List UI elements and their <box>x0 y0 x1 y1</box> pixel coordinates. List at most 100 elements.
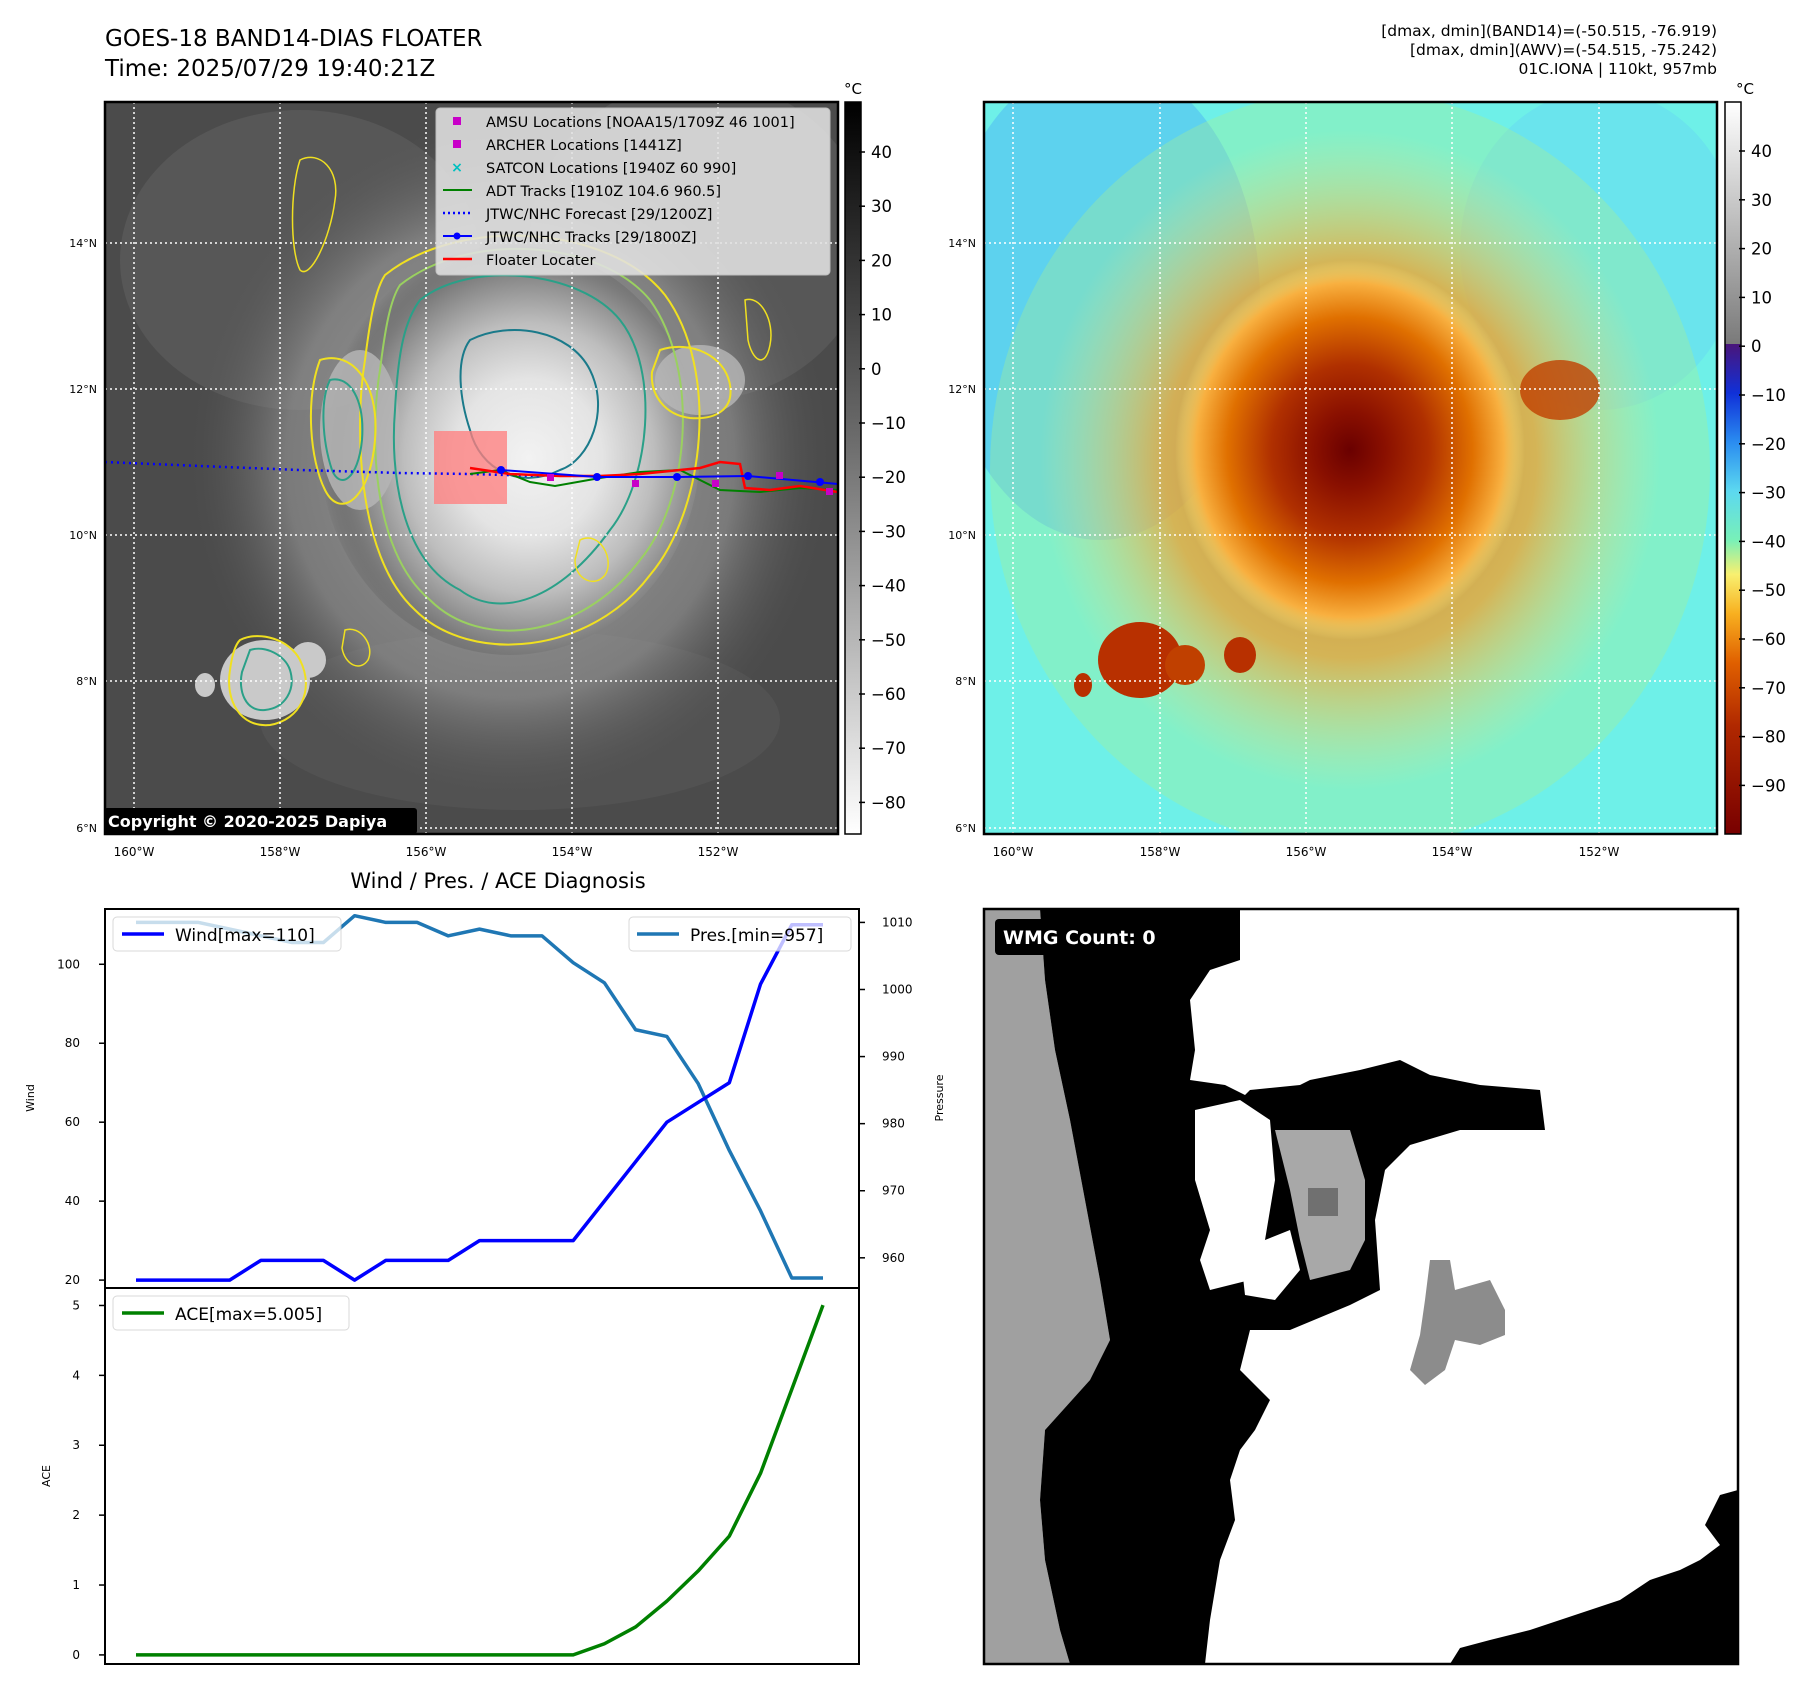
amsu-marker <box>547 474 554 481</box>
ace-tick-label: 0 <box>72 1648 80 1662</box>
color-map-lon-labels: 160°W 158°W 156°W 154°W 152°W <box>993 845 1620 859</box>
wind-pressure-panel: Wind / Pres. / ACE Diagnosis 20 40 60 80 100… <box>24 869 946 1289</box>
ace-tick-label: 2 <box>72 1508 80 1522</box>
colorbar-tick-label: −10 <box>871 414 906 433</box>
pressure-tick-label: 960 <box>882 1251 905 1265</box>
colorbar-tick-label: 40 <box>871 143 892 162</box>
colorbar-tick-label: 10 <box>1751 288 1772 307</box>
colorbar-tick-label: 20 <box>1751 240 1772 259</box>
wind-tick-label: 80 <box>65 1036 80 1050</box>
wmg-label-box <box>995 919 1175 955</box>
pressure-tick-label: 1010 <box>882 915 913 929</box>
legend-tracks-label: JTWC/NHC Tracks [29/1800Z] <box>485 230 697 246</box>
colorbar-tick-label: −40 <box>1751 532 1786 551</box>
wmg-count-label: WMG Count: 0 <box>1003 927 1156 949</box>
colorbar-tick-label: −90 <box>1751 776 1786 795</box>
pressure-legend-label: Pres.[min=957] <box>690 926 823 946</box>
southwest-cloud-cluster <box>220 640 310 720</box>
colorbar-tick-label: −30 <box>1751 484 1786 503</box>
colorbar-tick-label: 10 <box>871 306 892 325</box>
lon-label: 158°W <box>260 845 301 859</box>
ace-legend: ACE[max=5.005] <box>112 1295 350 1331</box>
ace-tick-label: 3 <box>72 1438 80 1452</box>
lat-label: 8°N <box>955 675 976 688</box>
color-colorbar-frame <box>1724 101 1742 835</box>
wind-tick-label: 40 <box>65 1194 80 1208</box>
color-map-lat-labels: 14°N 12°N 10°N 8°N 6°N <box>948 237 976 835</box>
wind-tick-label: 20 <box>65 1273 80 1287</box>
color-colorbar-top <box>1725 102 1741 344</box>
colorbar-tick-label: 0 <box>871 360 882 379</box>
colorbar-tick-label: 20 <box>871 251 892 270</box>
colorbar-tick-label: −50 <box>871 631 906 650</box>
gray-colorbar-ticks: 40 30 20 10 0 −10 −20 −30 −40 −50 −60 −70 −80 <box>859 143 906 812</box>
ace-tick-label: 4 <box>72 1368 80 1382</box>
lat-label: 12°N <box>69 383 97 396</box>
lat-label: 14°N <box>948 237 976 250</box>
colorbar-tick-label: −70 <box>1751 679 1786 698</box>
legend-archer-label: ARCHER Locations [1441Z] <box>486 138 682 154</box>
wmg-gray-patch <box>1410 1260 1505 1385</box>
colorbar-tick-label: −30 <box>871 522 906 541</box>
pressure-axis-label: Pressure <box>933 1074 946 1121</box>
archer-marker <box>826 488 833 495</box>
storm-cloud-shield <box>320 245 700 655</box>
floater-track <box>469 460 838 494</box>
gray-colorbar-unit: °C <box>844 80 862 98</box>
map-legend: × AMSU Locations [NOAA15/1709Z 46 1001] … <box>435 107 831 276</box>
colorbar-tick-label: 30 <box>1751 191 1772 210</box>
ir-map-lon-labels: 160°W 158°W 156°W 154°W 152°W <box>114 845 739 859</box>
color-storm-core <box>1175 260 1525 640</box>
legend-satcon-label: SATCON Locations [1940Z 60 990] <box>486 161 736 177</box>
ace-panel: 0 1 2 3 4 5 ACE ACE[max=5.005] <box>40 1287 860 1665</box>
wmg-black-corner <box>1450 1490 1738 1664</box>
lat-label: 10°N <box>69 529 97 542</box>
wind-legend: Wind[max=110] <box>112 916 342 952</box>
wmg-black-region <box>1040 909 1545 1664</box>
pressure-tick-label: 1000 <box>882 982 913 996</box>
lat-label: 6°N <box>76 822 97 835</box>
lon-label: 158°W <box>1140 845 1181 859</box>
wind-axis-ticks: 20 40 60 80 100 <box>57 957 105 1287</box>
lat-label: 14°N <box>69 237 97 250</box>
ace-legend-label: ACE[max=5.005] <box>175 1305 322 1325</box>
lat-label: 12°N <box>948 383 976 396</box>
color-map-gridlines <box>984 102 1717 834</box>
pressure-tick-label: 980 <box>882 1117 905 1131</box>
ace-tick-label: 5 <box>72 1298 80 1312</box>
wind-series-line <box>136 923 823 1282</box>
figure-title: GOES-18 BAND14-DIAS FLOATER Time: 2025/0… <box>105 24 483 84</box>
colorbar-tick-label: −80 <box>1751 728 1786 747</box>
legend-amsu-symbol <box>453 117 461 125</box>
gray-colorbar <box>844 101 862 835</box>
lon-label: 152°W <box>1579 845 1620 859</box>
wind-pressure-frame <box>104 908 860 1289</box>
color-colorbar-bottom <box>1725 344 1741 834</box>
diagnosis-title: Wind / Pres. / ACE Diagnosis <box>350 869 645 893</box>
colorbar-tick-label: −80 <box>871 793 906 812</box>
copyright-text: Copyright © 2020-2025 Dapiya <box>108 812 387 831</box>
observation-time: Time: 2025/07/29 19:40:21Z <box>105 56 436 82</box>
colorbar-tick-label: −70 <box>871 739 906 758</box>
legend-archer-symbol <box>453 140 461 148</box>
pressure-tick-label: 990 <box>882 1050 905 1064</box>
lat-label: 10°N <box>948 529 976 542</box>
color-colorbar-unit: °C <box>1736 80 1754 98</box>
lon-label: 156°W <box>406 845 447 859</box>
color-colorbar-ticks: 40 30 20 10 0 −10 −20 −30 −40 −50 −60 −70 −80 −90 <box>1739 142 1786 795</box>
colorbar-tick-label: −50 <box>1751 581 1786 600</box>
ace-axis-ticks: 0 1 2 3 4 5 <box>72 1298 105 1662</box>
lon-label: 154°W <box>1432 845 1473 859</box>
colorbar-tick-label: 30 <box>871 197 892 216</box>
wmg-frame <box>982 907 1740 1666</box>
colorbar-tick-label: −40 <box>871 577 906 596</box>
copyright-box <box>105 808 417 834</box>
colorbar-tick-label: −60 <box>1751 630 1786 649</box>
legend-satcon-symbol: × <box>451 160 463 176</box>
storm-summary: 01C.IONA | 110kt, 957mb <box>1518 60 1717 78</box>
color-southwest-cluster <box>1098 622 1182 698</box>
ace-frame <box>104 1287 860 1665</box>
legend-adt-label: ADT Tracks [1910Z 104.6 960.5] <box>486 184 721 200</box>
wmg-gray-strip <box>984 909 1110 1664</box>
